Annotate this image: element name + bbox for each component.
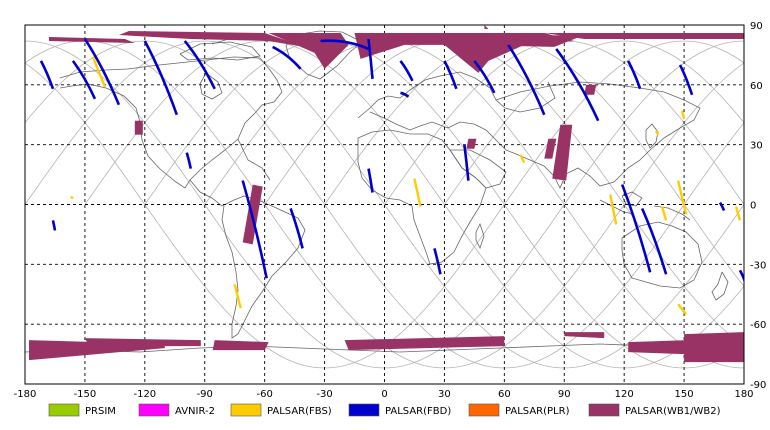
- fbs-swath: [660, 206, 668, 221]
- fbd-swath: [507, 44, 546, 116]
- fbs-swath: [413, 178, 422, 207]
- fbs-swath: [91, 56, 107, 88]
- wb-swath: [684, 332, 744, 363]
- wb-swath: [466, 138, 477, 149]
- fbd-swath: [400, 91, 410, 98]
- wb-swath: [552, 124, 573, 181]
- fbd-swath: [71, 60, 97, 100]
- legend-label: PALSAR(FBS): [267, 406, 332, 417]
- fbd-swath: [39, 60, 55, 90]
- y-tick-label: 60: [750, 81, 763, 92]
- wb-swath: [584, 84, 597, 95]
- fbd-swath: [367, 168, 374, 193]
- wb-swath: [118, 31, 305, 47]
- wb-swath: [544, 138, 557, 159]
- legend-swatch: [588, 403, 620, 417]
- fbd-swath: [678, 64, 694, 96]
- legend-label: AVNIR-2: [175, 406, 215, 417]
- fbd-swath: [83, 38, 121, 106]
- legend-swatch: [348, 403, 380, 417]
- y-axis-ticks: 90 60 30 0 -30 -60 -90: [750, 21, 766, 391]
- x-tick-label: 180: [734, 389, 753, 400]
- y-tick-label: 0: [750, 201, 756, 212]
- wb-swath: [628, 340, 689, 355]
- fbd-swath: [183, 40, 216, 90]
- wb-swath: [484, 25, 489, 29]
- wb-swath: [84, 338, 201, 347]
- wb-swath: [49, 37, 135, 43]
- fbs-swath: [734, 206, 742, 221]
- y-tick-label: 30: [750, 141, 763, 152]
- fbd-swath: [640, 207, 668, 275]
- wb-swath: [414, 35, 585, 47]
- fbd-swath: [473, 60, 496, 94]
- fbd-swath: [463, 144, 470, 181]
- y-tick-label: 90: [750, 21, 763, 32]
- fbs-swath: [680, 110, 686, 120]
- fbd-swath: [367, 38, 374, 79]
- legend-label: PALSAR(WB1/WB2): [625, 406, 721, 417]
- legend-label: PALSAR(PLR): [505, 406, 570, 417]
- fbs-swath: [677, 303, 688, 315]
- fbd-swath: [51, 220, 57, 231]
- fbs-swath: [609, 194, 618, 225]
- fbd-swath: [185, 152, 193, 169]
- wb-swath: [544, 33, 744, 39]
- x-tick-label: 90: [558, 389, 571, 400]
- y-tick-label: -90: [750, 380, 766, 391]
- legend-swatch: [48, 403, 80, 417]
- fbd-swath: [738, 269, 744, 283]
- fbd-swath: [443, 60, 458, 90]
- fbd-swath: [433, 248, 442, 275]
- x-tick-label: 150: [675, 389, 694, 400]
- wb-swath: [564, 332, 605, 339]
- legend-swatch: [230, 403, 262, 417]
- x-tick-label: -90: [197, 389, 213, 400]
- legend-label: PALSAR(FBD): [385, 406, 451, 417]
- x-tick-label: -150: [74, 389, 97, 400]
- fbd-swath: [620, 184, 652, 273]
- fbd-swath: [320, 39, 370, 51]
- wb-swath: [212, 340, 269, 351]
- fbs-swath: [676, 180, 688, 215]
- x-tick-label: 120: [615, 389, 634, 400]
- fbd-swath: [399, 60, 414, 82]
- x-axis-ticks: -180 -150 -120 -90 -60 -30 0 30 60 90 120 150 180: [14, 389, 754, 400]
- plot-frame: [24, 24, 745, 385]
- x-tick-label: -60: [256, 389, 272, 400]
- y-tick-label: -60: [750, 320, 766, 331]
- observation-swaths: [29, 25, 744, 363]
- fbs-swath: [233, 283, 242, 309]
- wb-swath: [344, 336, 505, 351]
- legend: PRSIM AVNIR-2 PALSAR(FBS) PALSAR(FBD) PALSAR…: [48, 403, 721, 417]
- fbd-swath: [241, 180, 268, 279]
- x-tick-label: 30: [438, 389, 451, 400]
- x-tick-label: 60: [498, 389, 511, 400]
- fbs-swath: [70, 195, 74, 200]
- wb-swath: [134, 120, 143, 135]
- legend-swatch: [138, 403, 170, 417]
- fbd-swath: [289, 208, 304, 249]
- fbd-swath: [718, 201, 726, 211]
- fbd-swath: [272, 45, 302, 70]
- legend-swatch: [468, 403, 500, 417]
- x-tick-label: 0: [381, 389, 387, 400]
- x-tick-label: -180: [14, 389, 37, 400]
- legend-label: PRSIM: [85, 406, 116, 417]
- fbd-swath: [143, 40, 179, 116]
- x-tick-label: -120: [133, 389, 156, 400]
- fbs-swath: [655, 130, 660, 136]
- y-tick-label: -30: [750, 260, 766, 271]
- x-tick-label: -30: [316, 389, 332, 400]
- fbs-swath: [519, 154, 526, 164]
- fbd-swath: [627, 60, 642, 90]
- fbd-swath: [555, 48, 600, 122]
